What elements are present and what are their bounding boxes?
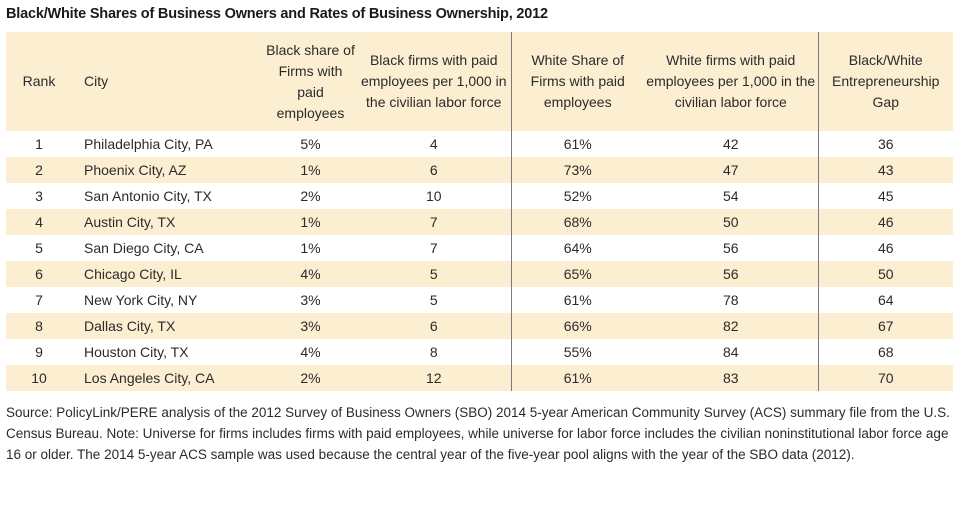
table-row: 3 San Antonio City, TX 2% 10 52% 54 45 <box>6 183 953 209</box>
header-white-firms: White firms with paid employees per 1,00… <box>644 32 819 131</box>
cell-white-firms: 50 <box>644 209 819 235</box>
cell-black-share: 2% <box>300 188 321 204</box>
cell-black-firms: 6 <box>357 157 512 183</box>
header-row: Rank City Black share of Firms with paid… <box>6 32 953 131</box>
cell-city: San Antonio City, TX <box>84 188 212 204</box>
header-black-firms: Black firms with paid employees per 1,00… <box>357 32 512 131</box>
cell-rank: 1 <box>35 136 43 152</box>
cell-rank: 4 <box>35 214 43 230</box>
cell-black-firms: 8 <box>357 339 512 365</box>
table-row: 1 Philadelphia City, PA 5% 4 61% 42 36 <box>6 131 953 157</box>
cell-white-firms: 82 <box>644 313 819 339</box>
cell-white-share: 73% <box>563 162 592 178</box>
table-row: 7 New York City, NY 3% 5 61% 78 64 <box>6 287 953 313</box>
cell-gap: 70 <box>877 370 894 386</box>
cell-white-share: 61% <box>563 370 592 386</box>
cell-city: Houston City, TX <box>84 344 189 360</box>
table-row: 6 Chicago City, IL 4% 5 65% 56 50 <box>6 261 953 287</box>
cell-black-firms: 4 <box>357 131 512 157</box>
cell-gap: 64 <box>877 292 894 308</box>
cell-gap: 67 <box>877 318 894 334</box>
cell-rank: 2 <box>35 162 43 178</box>
cell-black-share: 5% <box>300 136 321 152</box>
cell-gap: 43 <box>877 162 894 178</box>
cell-rank: 7 <box>35 292 43 308</box>
header-rank: Rank <box>22 73 56 89</box>
cell-white-firms: 78 <box>644 287 819 313</box>
cell-gap: 50 <box>877 266 894 282</box>
cell-black-share: 1% <box>300 214 321 230</box>
cell-rank: 5 <box>35 240 43 256</box>
cell-white-share: 61% <box>563 136 592 152</box>
cell-black-share: 3% <box>300 292 321 308</box>
cell-white-firms: 42 <box>644 131 819 157</box>
table-row: 10 Los Angeles City, CA 2% 12 61% 83 70 <box>6 365 953 391</box>
table-row: 8 Dallas City, TX 3% 6 66% 82 67 <box>6 313 953 339</box>
cell-gap: 36 <box>877 136 894 152</box>
cell-black-firms: 6 <box>357 313 512 339</box>
cell-black-share: 4% <box>300 266 321 282</box>
cell-city: San Diego City, CA <box>84 240 204 256</box>
source-note: Source: PolicyLink/PERE analysis of the … <box>6 405 950 462</box>
cell-city: Los Angeles City, CA <box>84 370 215 386</box>
cell-city: Philadelphia City, PA <box>84 136 213 152</box>
cell-black-firms: 5 <box>357 287 512 313</box>
cell-city: Austin City, TX <box>84 214 176 230</box>
cell-city: New York City, NY <box>84 292 198 308</box>
cell-city: Dallas City, TX <box>84 318 176 334</box>
table-row: 4 Austin City, TX 1% 7 68% 50 46 <box>6 209 953 235</box>
cell-black-firms: 12 <box>357 365 512 391</box>
header-city: City <box>84 73 109 89</box>
cell-white-firms: 84 <box>644 339 819 365</box>
cell-white-share: 66% <box>563 318 592 334</box>
cell-rank: 3 <box>35 188 43 204</box>
cell-city: Chicago City, IL <box>84 266 182 282</box>
cell-black-share: 1% <box>300 240 321 256</box>
cell-gap: 46 <box>877 240 894 256</box>
table-row: 5 San Diego City, CA 1% 7 64% 56 46 <box>6 235 953 261</box>
cell-white-share: 65% <box>563 266 592 282</box>
cell-white-firms: 56 <box>644 235 819 261</box>
cell-rank: 6 <box>35 266 43 282</box>
header-gap: Black/White Entrepreneurship Gap <box>832 52 940 110</box>
cell-black-share: 3% <box>300 318 321 334</box>
cell-black-firms: 7 <box>357 235 512 261</box>
header-black-share: Black share of Firms with paid employees <box>266 41 355 121</box>
cell-rank: 9 <box>35 344 43 360</box>
cell-black-firms: 5 <box>357 261 512 287</box>
table-body: 1 Philadelphia City, PA 5% 4 61% 42 36 2 Phoenix… <box>6 131 953 391</box>
cell-black-share: 2% <box>300 370 321 386</box>
table-title: Black/White Shares of Business Owners an… <box>6 6 548 22</box>
cell-black-firms: 7 <box>357 209 512 235</box>
cell-black-share: 1% <box>300 162 321 178</box>
ownership-table: Rank City Black share of Firms with paid… <box>6 32 953 391</box>
cell-white-share: 68% <box>563 214 592 230</box>
cell-rank: 8 <box>35 318 43 334</box>
cell-black-share: 4% <box>300 344 321 360</box>
header-white-share: White Share of Firms with paid employees <box>530 52 625 110</box>
cell-white-share: 64% <box>563 240 592 256</box>
cell-white-firms: 47 <box>644 157 819 183</box>
cell-white-share: 52% <box>563 188 592 204</box>
cell-white-firms: 54 <box>644 183 819 209</box>
cell-white-share: 61% <box>563 292 592 308</box>
cell-white-firms: 83 <box>644 365 819 391</box>
cell-white-share: 55% <box>563 344 592 360</box>
table-row: 9 Houston City, TX 4% 8 55% 84 68 <box>6 339 953 365</box>
cell-gap: 68 <box>877 344 894 360</box>
cell-rank: 10 <box>31 370 47 386</box>
cell-gap: 45 <box>877 188 894 204</box>
cell-gap: 46 <box>877 214 894 230</box>
table-row: 2 Phoenix City, AZ 1% 6 73% 47 43 <box>6 157 953 183</box>
cell-city: Phoenix City, AZ <box>84 162 187 178</box>
cell-black-firms: 10 <box>357 183 512 209</box>
cell-white-firms: 56 <box>644 261 819 287</box>
